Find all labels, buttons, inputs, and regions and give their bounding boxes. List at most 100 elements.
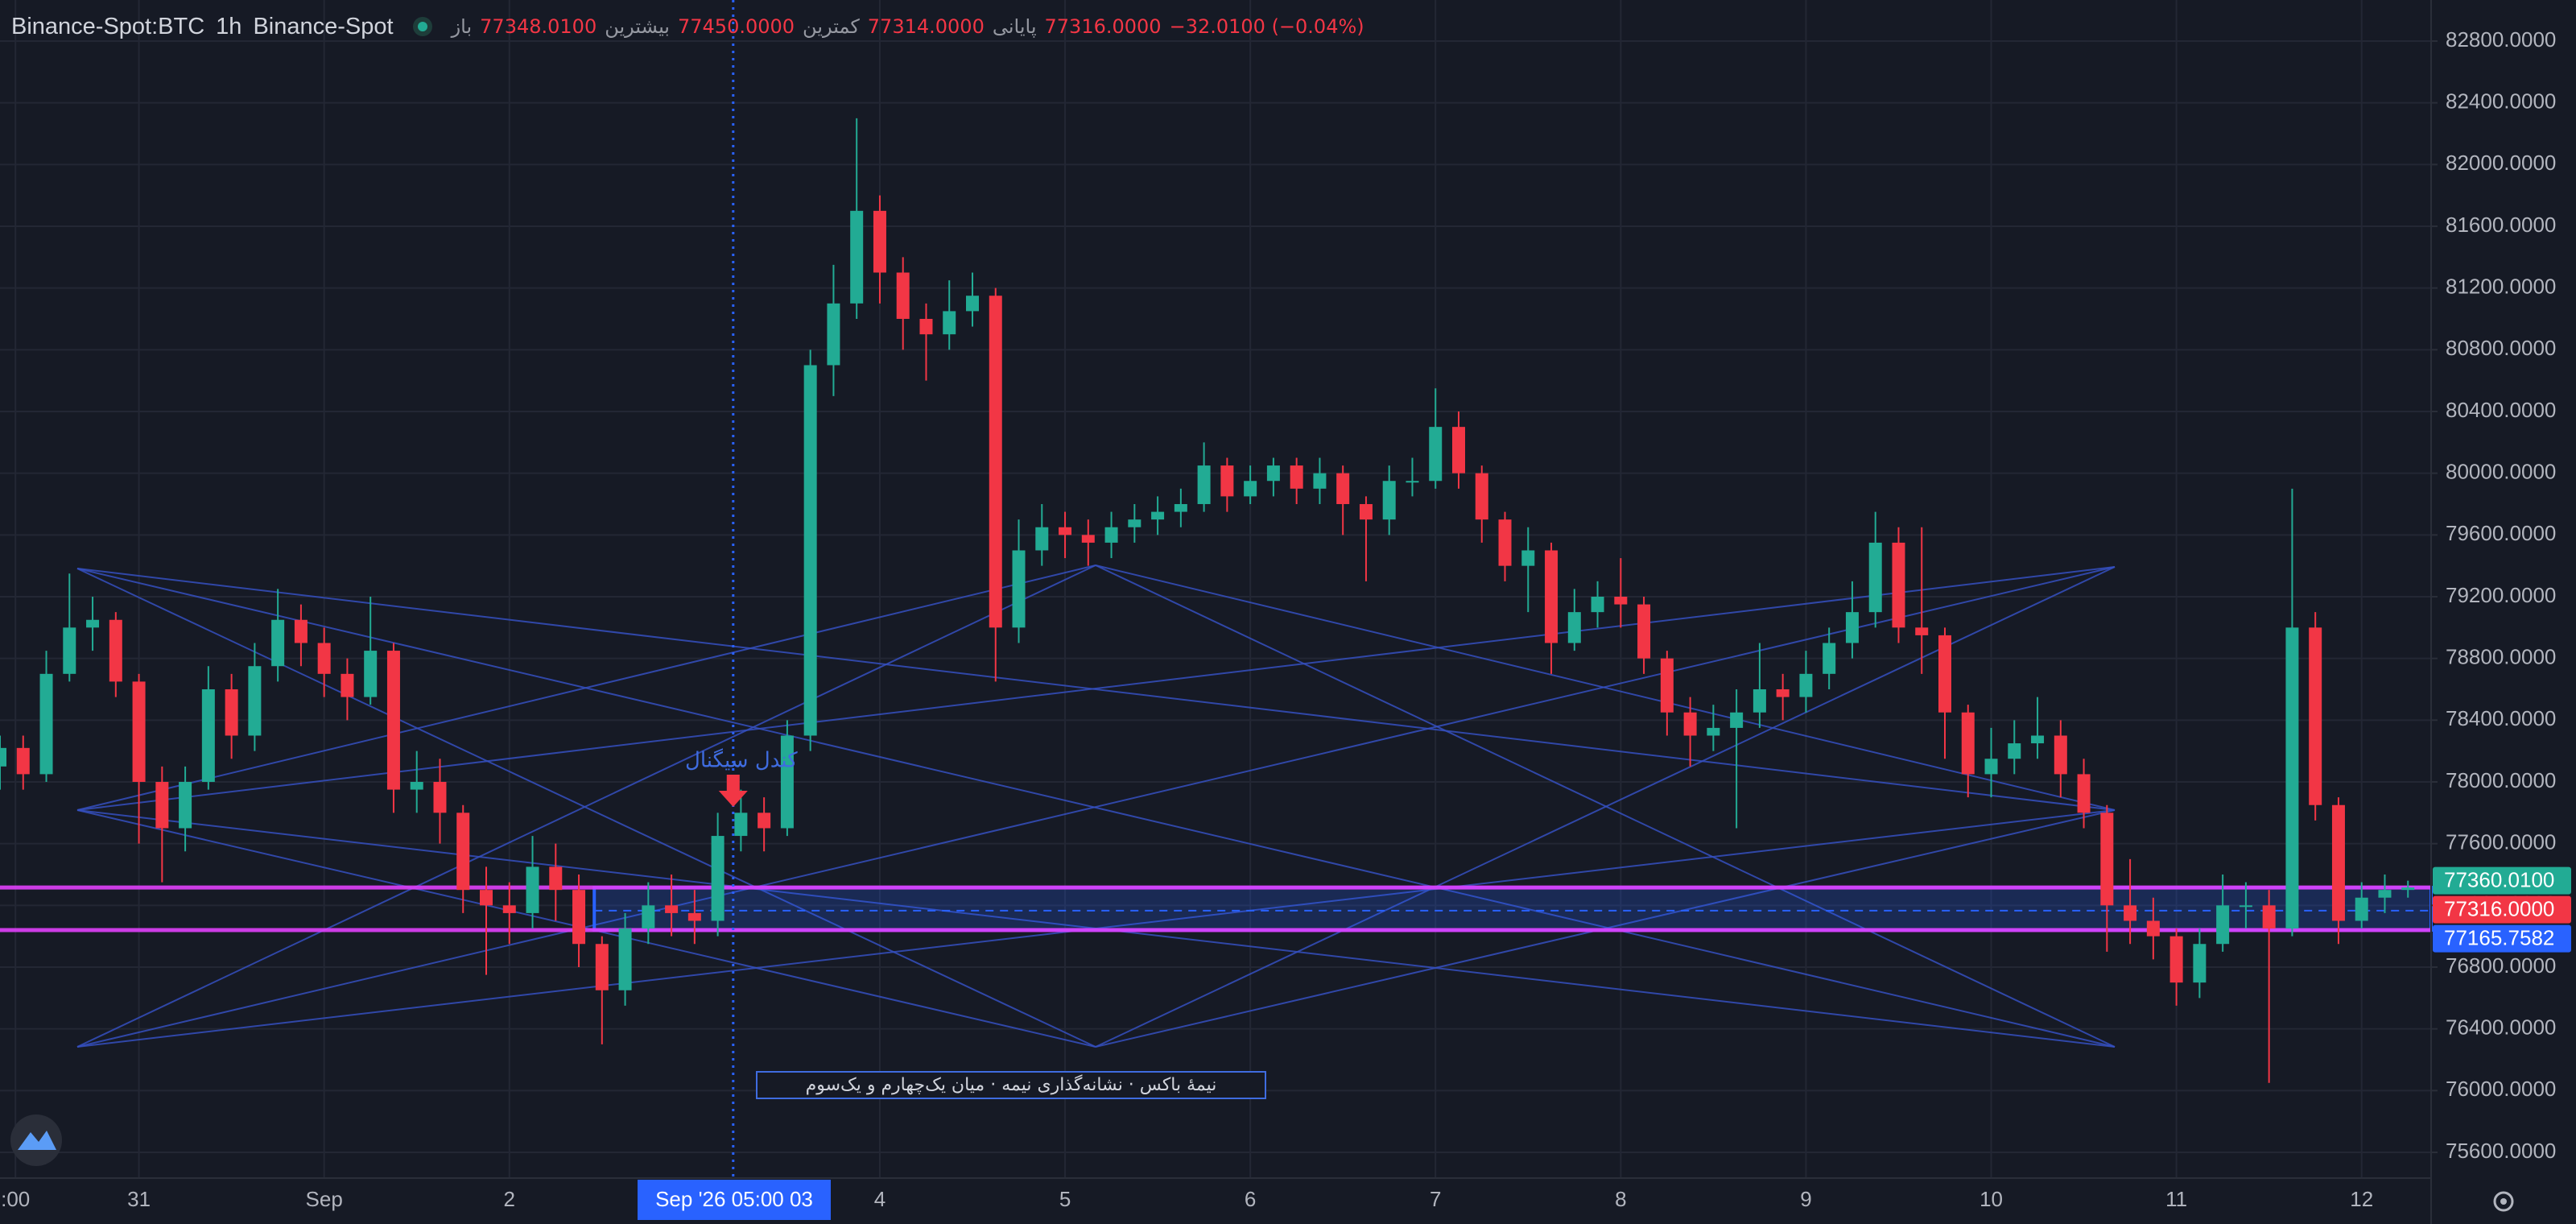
candle-body xyxy=(2309,627,2322,805)
settings-icon[interactable] xyxy=(2493,1191,2514,1212)
candle-body xyxy=(2031,735,2045,744)
candle-body xyxy=(341,673,354,697)
x-tick-label: 9 xyxy=(1800,1187,1811,1211)
candle-body xyxy=(1730,712,1744,728)
signal-arrow-head xyxy=(718,791,748,807)
candle-body xyxy=(1035,527,1049,551)
ohlc-value: 77348.0100 xyxy=(480,15,597,38)
x-tick-label: :00 xyxy=(1,1187,30,1211)
ohlc-label: باز xyxy=(451,15,473,38)
price-label-bg xyxy=(2433,895,2571,924)
candle-body xyxy=(317,643,331,674)
exchange: Binance-Spot xyxy=(253,13,394,39)
candle-body xyxy=(1429,427,1443,482)
y-tick-label: 80400.0000 xyxy=(2446,398,2556,422)
candles xyxy=(0,118,2415,1083)
y-tick-label: 82800.0000 xyxy=(2446,27,2556,52)
candle-body xyxy=(873,210,886,273)
y-tick-label: 79600.0000 xyxy=(2446,521,2556,545)
candle-body xyxy=(1752,688,1766,713)
candle-body xyxy=(827,303,840,366)
candle-body xyxy=(1984,759,1998,775)
candle-body xyxy=(16,747,30,775)
candle-body xyxy=(1128,519,1141,527)
legend-header: Binance-Spot:BTC 1h Binance-Spot باز 7734… xyxy=(11,10,1364,43)
candle-body xyxy=(1591,596,1604,613)
candle-body xyxy=(1545,550,1558,643)
candle-body xyxy=(642,905,655,929)
candle-body xyxy=(410,781,423,790)
crosshair-label: Sep '26 05:00 03 xyxy=(655,1187,813,1211)
candle-body xyxy=(919,318,933,335)
candle-body xyxy=(2100,813,2114,906)
candle-body xyxy=(850,210,864,304)
pattern-line xyxy=(76,564,1096,811)
candle-body xyxy=(63,627,76,674)
candle-body xyxy=(225,688,238,736)
ohlc-value: 77316.0000 xyxy=(1044,15,1162,38)
candle-body xyxy=(1290,465,1303,489)
candle-body xyxy=(502,905,516,913)
candle-body xyxy=(943,311,956,335)
pattern-line xyxy=(1095,564,2116,811)
candle-body xyxy=(456,813,470,891)
pattern-line xyxy=(76,566,2116,1048)
gear-center xyxy=(2500,1198,2507,1205)
candle-body xyxy=(595,944,609,990)
candle-body xyxy=(155,781,169,829)
candle-body xyxy=(2124,905,2137,921)
candle-body xyxy=(1406,481,1419,483)
candle-body xyxy=(433,781,447,813)
candle-body xyxy=(2193,944,2207,983)
y-tick-label: 76800.0000 xyxy=(2446,953,2556,978)
y-tick-label: 78800.0000 xyxy=(2446,645,2556,669)
candle-body xyxy=(86,619,100,628)
price-label: 77360.0100 xyxy=(2444,868,2554,892)
candle-body xyxy=(1382,481,1396,520)
ohlc-label: بیشترین xyxy=(605,15,670,38)
candle-body xyxy=(179,781,192,829)
x-tick-label: 10 xyxy=(1979,1187,2003,1211)
signal-label: کندل سیگنال xyxy=(685,748,798,773)
candle-body xyxy=(734,813,748,837)
interval[interactable]: 1h xyxy=(216,13,242,39)
candle-body xyxy=(549,866,563,891)
candle-body xyxy=(687,912,701,921)
candle-body xyxy=(1776,688,1790,697)
ohlc-label: پایانی xyxy=(992,15,1037,38)
candle-body xyxy=(896,272,910,319)
symbol[interactable]: Binance-Spot:BTC xyxy=(11,13,205,39)
y-tick-label: 79200.0000 xyxy=(2446,583,2556,607)
pattern-line xyxy=(76,564,1096,1048)
y-tick-label: 75600.0000 xyxy=(2446,1139,2556,1163)
candle-body xyxy=(0,747,6,767)
candle-body xyxy=(1104,527,1118,543)
y-tick-label: 80800.0000 xyxy=(2446,336,2556,360)
ohlc-values: باز 77348.0100 بیشترین 77450.0000 کمترین 7731… xyxy=(452,15,1364,38)
candle-body xyxy=(1244,481,1257,497)
candle-body xyxy=(1707,727,1720,736)
candle-body xyxy=(386,651,400,790)
candle-body xyxy=(2239,905,2252,908)
candle-body xyxy=(1174,503,1187,512)
candle-body xyxy=(132,681,146,782)
candle-body xyxy=(758,813,771,829)
y-tick-label: 82000.0000 xyxy=(2446,151,2556,175)
candle-body xyxy=(1220,465,1234,497)
candle-body xyxy=(2262,905,2276,929)
candle-body xyxy=(2077,774,2091,813)
ohlc-value: 77314.0000 xyxy=(867,15,985,38)
candle-body xyxy=(1475,473,1488,520)
crosshair-label-bg xyxy=(638,1180,831,1220)
candle-body xyxy=(1012,550,1026,628)
candle-body xyxy=(1892,542,1905,628)
candle-body xyxy=(2169,936,2183,983)
axes: 75600.0000 76000.0000 76400.0000 76800.0000… xyxy=(1,27,2571,1220)
candle-body xyxy=(201,688,215,782)
candle-body xyxy=(1266,465,1280,482)
candle-body xyxy=(1868,542,1882,613)
logo-mark xyxy=(18,1131,56,1150)
gear xyxy=(2493,1191,2514,1212)
candle-body xyxy=(1498,519,1512,566)
